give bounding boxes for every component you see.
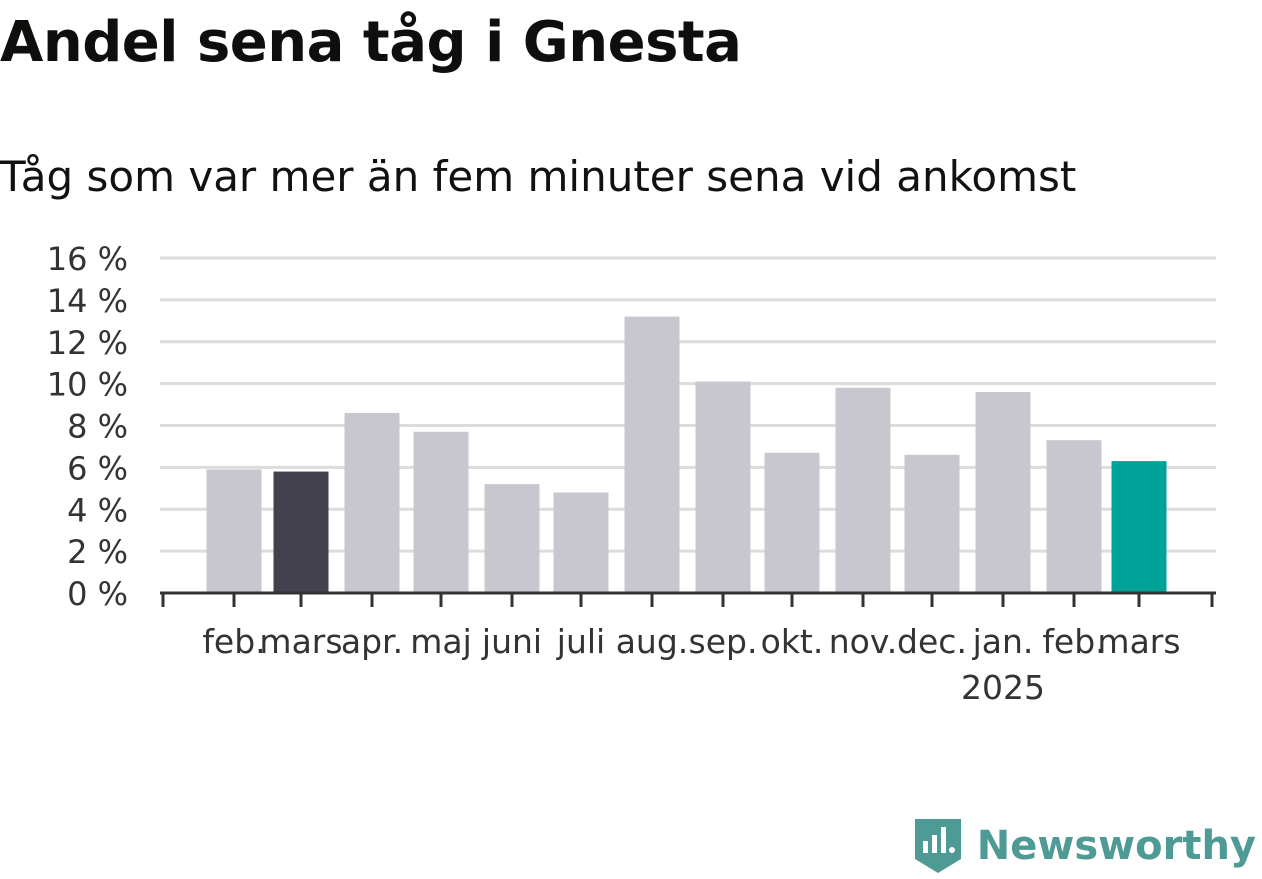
y-tick-label: 0 % (67, 575, 128, 613)
bar (553, 492, 609, 593)
y-tick-label: 12 % (47, 324, 128, 362)
y-tick-label: 6 % (67, 449, 128, 487)
x-tick-label: mars (259, 622, 342, 661)
bar-chart: 0 %2 %4 %6 %8 %10 %12 %14 %16 %feb.marsa… (47, 240, 1216, 707)
chart-subtitle: Tåg som var mer än fem minuter sena vid … (0, 152, 1077, 201)
x-tick-label: jan. (972, 622, 1034, 661)
bar (835, 387, 891, 593)
x-tick-label: aug. (616, 622, 689, 661)
x-tick-label: feb. (1042, 622, 1105, 661)
x-tick-label: sep. (689, 622, 758, 661)
bar (206, 469, 262, 593)
x-tick-label: apr. (341, 622, 403, 661)
x-tick-label: juli (556, 622, 605, 661)
x-tick-label: mars (1097, 622, 1180, 661)
bar (695, 381, 751, 593)
bar (484, 484, 540, 593)
y-tick-label: 10 % (47, 366, 128, 404)
newsworthy-logo: Newsworthy (913, 817, 1256, 875)
x-tick-label: dec. (897, 622, 967, 661)
x-year-label: 2025 (961, 668, 1045, 707)
bar (764, 452, 820, 593)
bar (1046, 440, 1102, 593)
bar (1111, 461, 1167, 593)
y-tick-label: 8 % (67, 408, 128, 446)
x-tick-label: feb. (202, 622, 265, 661)
x-tick-label: nov. (829, 622, 898, 661)
brand-name: Newsworthy (976, 823, 1256, 869)
x-tick-label: okt. (761, 622, 824, 661)
x-tick-label: maj (410, 622, 472, 661)
y-tick-label: 2 % (67, 533, 128, 571)
bar (975, 392, 1031, 593)
bar (413, 431, 469, 593)
x-tick-label: juni (481, 622, 542, 661)
newsworthy-logo-icon (914, 819, 961, 873)
y-tick-label: 4 % (67, 491, 128, 529)
bar (904, 454, 960, 593)
chart-title: Andel sena tåg i Gnesta (0, 10, 742, 75)
y-tick-label: 14 % (47, 282, 128, 320)
y-tick-label: 16 % (47, 240, 128, 278)
bar (624, 316, 680, 593)
bar (344, 412, 400, 593)
bar (273, 471, 329, 593)
